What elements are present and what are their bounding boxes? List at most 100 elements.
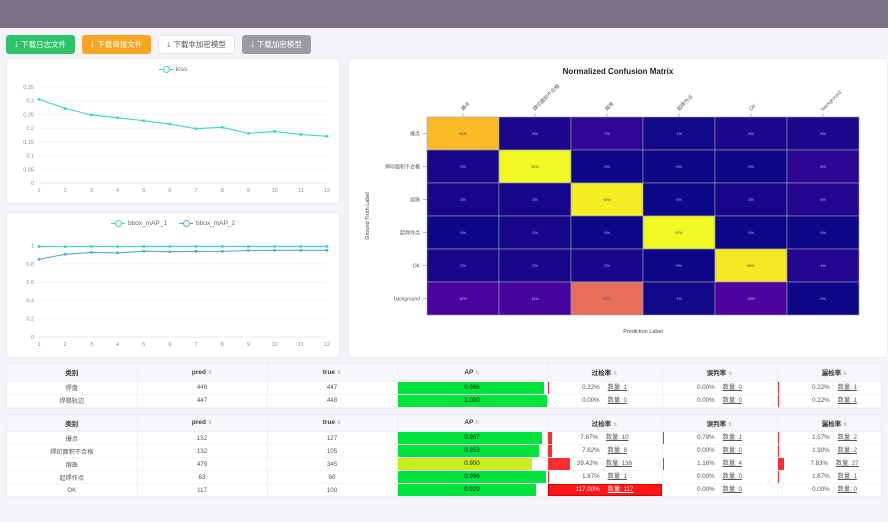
cell-over-rate: 1.67% 数量: 1 (547, 470, 663, 484)
rate-value: 1.90% (812, 447, 830, 454)
sort-icon[interactable]: ⇅ (613, 371, 618, 378)
column-header-2[interactable]: true ⇅ (267, 414, 398, 432)
cell-pred: 446 (137, 381, 268, 395)
sort-icon[interactable]: ⇅ (843, 371, 848, 378)
svg-text:7: 7 (195, 188, 198, 194)
table-row[interactable]: 爆点 152 127 0.967 7.87% 数量: 10 0.79% 数量: 1 1.57% 数… (7, 431, 881, 445)
rate-bar (547, 471, 550, 483)
legend-item-bbox-map-1[interactable]: bbox_mAP_1 (110, 220, 167, 227)
download-log-file-button[interactable]: ⤓ 下载日志文件 (6, 35, 76, 54)
svg-text:9: 9 (247, 342, 250, 348)
svg-text:5: 5 (142, 342, 145, 348)
sort-icon[interactable]: ⇅ (207, 369, 213, 376)
rate-bar (547, 458, 570, 470)
svg-text:background: background (394, 297, 420, 303)
legend-item-bbox-map-2[interactable]: bbox_mAP_2 (179, 220, 235, 227)
svg-text:0.2: 0.2 (26, 317, 34, 323)
svg-text:97%: 97% (675, 231, 683, 235)
column-header-4[interactable]: 过检率 ⇅ (547, 364, 663, 382)
download-unencrypted-model-button[interactable]: ⤓ 下载非加密模型 (158, 35, 235, 54)
cell-miss-rate: 1.57% 数量: 2 (777, 431, 881, 445)
table-row[interactable]: 焊锡轨边 447 448 1.000 0.00% 数量: 0 0.00% 数量: 0 0.22%… (7, 394, 881, 408)
legend-label-bbox-map-1: bbox_mAP_1 (127, 220, 167, 227)
rate-value: 0.00% (812, 486, 830, 493)
column-header-5[interactable]: 误判率 ⇅ (662, 414, 778, 432)
column-header-0: 类别 (7, 414, 138, 432)
svg-text:0.35: 0.35 (23, 85, 34, 91)
sort-icon[interactable]: ⇅ (337, 369, 342, 376)
rate-bar (777, 445, 780, 457)
rate-count: 数量: 1 (607, 383, 627, 391)
download-encrypted-model-button[interactable]: ⤓ 下载加密模型 (241, 35, 311, 54)
svg-text:0.3: 0.3 (26, 99, 34, 105)
confusion-matrix-title: Normalized Confusion Matrix (562, 67, 674, 76)
sort-icon[interactable]: ⇅ (475, 420, 480, 427)
table-row[interactable]: 起焊作点 63 60 0.996 1.67% 数量: 1 0.00% 数量: 0 1.67% 数量… (7, 470, 881, 484)
svg-text:1: 1 (31, 244, 34, 250)
svg-text:3: 3 (90, 342, 93, 348)
cell-ap: 0.967 (397, 431, 548, 445)
column-header-3[interactable]: AP ⇅ (397, 364, 548, 382)
svg-text:2%: 2% (532, 198, 538, 202)
column-header-6[interactable]: 漏检率 ⇅ (777, 364, 881, 382)
sort-icon[interactable]: ⇅ (475, 369, 480, 376)
rate-value: 1.67% (812, 473, 830, 480)
svg-text:7%: 7% (604, 132, 610, 136)
svg-text:90%: 90% (603, 198, 611, 202)
table-row[interactable]: 熔珠 479 345 0.900 39.42% 数量: 136 1.16% 数量: 4 7.83… (7, 457, 881, 471)
cell-misjudge-rate: 0.00% 数量: 0 (662, 483, 778, 497)
cell-miss-rate: 0.22% 数量: 1 (777, 381, 881, 395)
sort-icon[interactable]: ⇅ (337, 420, 342, 427)
cell-misjudge-rate: 0.00% 数量: 0 (662, 381, 778, 395)
rate-count: 数量: 1 (722, 434, 742, 441)
metrics-tables: 类别pred⇅true⇅AP⇅过检率⇅误判率⇅漏检率⇅置信度⇅焊盘4464470… (0, 358, 888, 498)
column-header-label: 过检率 (591, 420, 612, 428)
sort-icon[interactable]: ⇅ (613, 421, 618, 428)
ap-value: 0.996 (464, 473, 480, 480)
cell-ap: 1.000 (397, 394, 548, 408)
cell-pred: 479 (137, 457, 268, 471)
column-header-2[interactable]: true ⇅ (267, 364, 398, 382)
svg-text:4: 4 (116, 188, 119, 194)
table-row[interactable]: 焊盘 446 447 0.986 0.22% 数量: 1 0.00% 数量: 0 0.22% 数量… (7, 381, 881, 395)
cell-true: 447 (267, 381, 398, 395)
sort-icon[interactable]: ⇅ (728, 371, 733, 378)
cell-over-rate: 7.62% 数量: 8 (547, 444, 663, 458)
table-row[interactable]: 焊印面积不合格 132 105 0.953 7.62% 数量: 8 0.00% 数量: 0 1.… (7, 444, 881, 458)
svg-text:12: 12 (324, 342, 330, 348)
cell-category: OK (7, 483, 138, 497)
left-charts-column: loss 0 0.05 0.1 0.15 0.2 0.25 0.3 0.35 1 2 3 4 5 6 7 8 9… (6, 58, 340, 358)
table-row[interactable]: OK 117 100 0.929 117.00% 数量: 117 0.00% 数量: 0 0.0… (7, 483, 881, 497)
sort-icon[interactable]: ⇅ (207, 420, 213, 427)
svg-text:0%: 0% (604, 165, 610, 169)
rate-count: 数量: 0 (722, 473, 742, 480)
rate-count: 数量: 0 (722, 383, 742, 391)
column-header-4[interactable]: 过检率 ⇅ (547, 414, 663, 432)
detail-table-wrap: 类别pred⇅true⇅AP⇅过检率⇅误判率⇅漏检率⇅置信度⇅爆点1521270… (6, 413, 882, 498)
svg-text:1: 1 (37, 342, 40, 348)
svg-text:2%: 2% (460, 264, 466, 268)
cell-miss-rate: 1.67% 数量: 1 (777, 470, 881, 484)
rate-value: 0.00% (697, 383, 715, 391)
cell-over-rate: 39.42% 数量: 136 (547, 457, 663, 471)
column-header-6[interactable]: 漏检率 ⇅ (777, 414, 881, 432)
column-header-5[interactable]: 误判率 ⇅ (662, 364, 778, 382)
cell-misjudge-rate: 0.00% 数量: 0 (662, 470, 778, 484)
legend-item-loss[interactable]: loss (158, 66, 187, 73)
cell-ap: 0.900 (397, 457, 548, 471)
svg-text:0%: 0% (676, 198, 682, 202)
cell-pred: 447 (137, 394, 268, 408)
column-header-1[interactable]: pred ⇅ (137, 364, 268, 382)
svg-text:熔珠: 熔珠 (603, 100, 615, 112)
svg-text:0%: 0% (820, 231, 826, 235)
svg-text:0.2: 0.2 (26, 126, 34, 132)
column-header-3[interactable]: AP ⇅ (397, 414, 548, 432)
cell-misjudge-rate: 0.00% 数量: 0 (662, 394, 778, 408)
download-report-file-button[interactable]: ⤓ 下载简报文件 (82, 35, 152, 54)
ap-bar (397, 381, 545, 393)
sort-icon[interactable]: ⇅ (728, 421, 733, 428)
rate-count: 数量: 4 (722, 460, 742, 467)
sort-icon[interactable]: ⇅ (843, 421, 848, 428)
column-header-1[interactable]: pred ⇅ (137, 414, 268, 432)
